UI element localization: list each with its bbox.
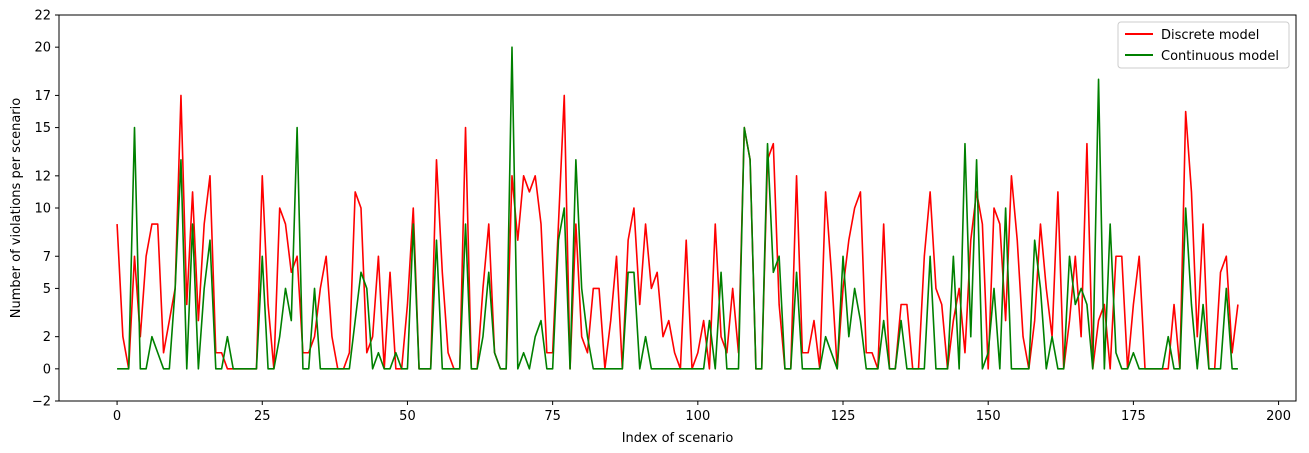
series-layer xyxy=(116,46,1239,370)
legend: Discrete model Continuous model xyxy=(1117,21,1290,69)
legend-label-discrete-model: Discrete model xyxy=(1161,28,1259,43)
legend-label-continuous-model: Continuous model xyxy=(1161,49,1279,64)
y-tick-label: 17 xyxy=(34,89,51,104)
x-axis-ticks: 0 25 50 75 100 125 150 175 200 xyxy=(113,401,1291,424)
x-tick-label: 150 xyxy=(976,409,1001,424)
x-tick-label: 0 xyxy=(113,409,121,424)
y-tick-label: 7 xyxy=(43,250,51,265)
y-tick-label: 20 xyxy=(34,41,51,56)
plot-area xyxy=(58,14,1297,402)
y-tick-label: 15 xyxy=(34,121,51,136)
y-tick-label: 10 xyxy=(34,202,51,217)
series-line-continuous-model xyxy=(117,46,1238,370)
legend-box xyxy=(1117,21,1290,69)
series-line-discrete-model xyxy=(116,94,1239,370)
x-axis-label: Index of scenario xyxy=(622,431,734,446)
x-tick-label: 75 xyxy=(544,409,561,424)
x-tick-label: 50 xyxy=(399,409,416,424)
y-tick-label: 0 xyxy=(43,362,51,377)
x-tick-label: 25 xyxy=(254,409,271,424)
x-tick-label: 200 xyxy=(1266,409,1291,424)
x-tick-label: 125 xyxy=(831,409,856,424)
y-tick-label: −2 xyxy=(32,395,51,410)
y-tick-label: 5 xyxy=(43,282,51,297)
y-axis-ticks: −2 0 2 5 7 10 12 15 17 20 22 xyxy=(32,9,59,410)
y-axis-label: Number of violations per scenario xyxy=(9,98,24,318)
y-tick-label: 22 xyxy=(34,9,51,24)
y-tick-label: 12 xyxy=(34,169,51,184)
x-tick-label: 175 xyxy=(1121,409,1146,424)
y-tick-label: 2 xyxy=(43,330,51,345)
x-tick-label: 100 xyxy=(685,409,710,424)
